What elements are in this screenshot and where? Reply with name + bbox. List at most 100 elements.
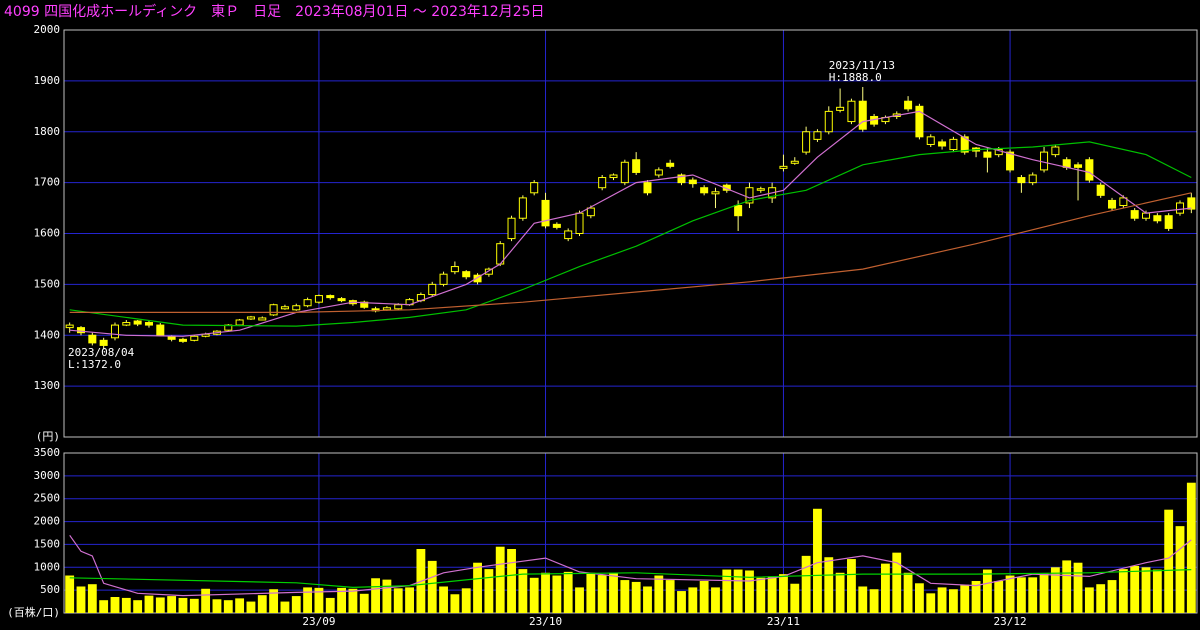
y-tick-label: 2000	[34, 23, 61, 36]
candle-body	[1130, 210, 1139, 219]
volume-bar	[303, 587, 313, 613]
candle-body	[99, 339, 108, 346]
volume-bar	[495, 546, 505, 613]
volume-bar	[121, 597, 131, 613]
candle-body	[280, 306, 289, 310]
candle-body	[609, 174, 618, 179]
moving-average-line	[69, 192, 1192, 313]
volume-bar	[575, 587, 584, 613]
candle-body	[552, 223, 561, 228]
volume-bar	[393, 588, 403, 613]
volume-bar	[654, 575, 664, 613]
y-tick-label: 2500	[34, 492, 61, 505]
candle-body	[620, 161, 629, 184]
candle-body	[643, 182, 652, 194]
volume-bar	[948, 589, 958, 613]
y-tick-label: 1600	[34, 227, 61, 240]
y-tick-label: (百株/口)	[7, 605, 60, 619]
volume-bar	[801, 555, 811, 613]
moving-average-line	[69, 534, 1192, 597]
volume-bar	[1164, 509, 1174, 613]
moving-average-line	[69, 569, 1192, 589]
chart-title: 4099 四国化成ホールディンク 東Ｐ 日足 2023年08月01日 ～ 202…	[4, 3, 545, 20]
volume-bar	[223, 600, 233, 613]
volume-bar	[914, 583, 924, 613]
candle-body	[76, 327, 86, 334]
candle-body	[394, 304, 403, 310]
volume-bar	[982, 569, 992, 613]
candle-body	[1175, 202, 1185, 214]
volume-bar	[688, 587, 698, 613]
candle-body	[303, 299, 312, 307]
volume-bar	[212, 599, 222, 613]
candle-body	[734, 205, 743, 217]
candle-body	[824, 110, 833, 133]
candle-body	[904, 100, 913, 110]
moving-average-line	[69, 110, 1192, 337]
volume-bar	[1186, 482, 1196, 613]
volume-bar	[280, 601, 290, 613]
candle-body	[1108, 199, 1117, 209]
volume-bar	[733, 569, 743, 613]
candle-body	[938, 141, 947, 147]
volume-bar	[507, 549, 516, 613]
volume-bar	[541, 572, 550, 613]
candle-body	[598, 177, 607, 189]
volume-bar	[1130, 565, 1140, 613]
candle-body	[382, 307, 391, 311]
volume-bar	[756, 577, 766, 613]
volume-bar	[269, 589, 279, 613]
volume-bar	[155, 597, 165, 613]
candle-body	[462, 271, 471, 278]
volume-bar	[359, 593, 369, 613]
candle-body	[700, 187, 709, 194]
volume-bar	[926, 593, 936, 613]
candle-body	[858, 100, 867, 130]
candle-body	[65, 324, 74, 329]
volume-bar	[937, 587, 947, 613]
candle-body	[1006, 151, 1015, 171]
volume-bar	[99, 600, 109, 613]
volume-bar	[813, 508, 822, 613]
panel-frame	[63, 452, 1198, 614]
volume-bar	[110, 597, 120, 613]
volume-bar	[325, 597, 335, 613]
y-tick-label: 1700	[34, 176, 61, 189]
candle-body	[1142, 212, 1151, 219]
volume-bar	[450, 594, 460, 613]
candle-body	[269, 304, 278, 316]
candle-body	[144, 322, 153, 326]
y-tick-label: 1300	[34, 379, 61, 392]
volume-bar	[643, 586, 652, 613]
volume-bar	[201, 588, 211, 613]
volume-bar	[699, 581, 709, 613]
volume-bar	[65, 575, 75, 613]
candle-body	[847, 100, 856, 123]
volume-bar	[994, 581, 1004, 613]
volume-bar	[1016, 577, 1026, 613]
annotation: L:1372.0	[68, 358, 121, 371]
candle-body	[813, 131, 822, 140]
candle-body	[745, 187, 754, 204]
volume-bar	[405, 587, 414, 613]
candle-body	[484, 268, 493, 275]
volume-bar	[563, 571, 573, 613]
volume-bar	[609, 572, 618, 613]
volume-bar	[133, 600, 143, 613]
volume-bar	[87, 584, 97, 613]
volume-bar	[722, 569, 732, 613]
candle-body	[235, 319, 244, 326]
candle-body	[530, 182, 539, 194]
candle-body	[258, 317, 267, 321]
candle-body	[1153, 215, 1162, 222]
candle-body	[711, 191, 720, 195]
volume-bar	[1050, 567, 1060, 613]
candle-body	[1119, 197, 1128, 207]
candle-body	[314, 295, 323, 303]
candle-body	[960, 136, 969, 153]
y-tick-label: 3500	[34, 446, 61, 459]
volume-bar	[144, 595, 154, 613]
volume-bar	[518, 569, 528, 613]
candle-body	[688, 179, 697, 185]
volume-bar	[1141, 567, 1151, 613]
